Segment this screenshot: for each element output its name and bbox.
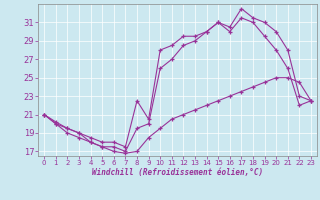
X-axis label: Windchill (Refroidissement éolien,°C): Windchill (Refroidissement éolien,°C) <box>92 168 263 177</box>
